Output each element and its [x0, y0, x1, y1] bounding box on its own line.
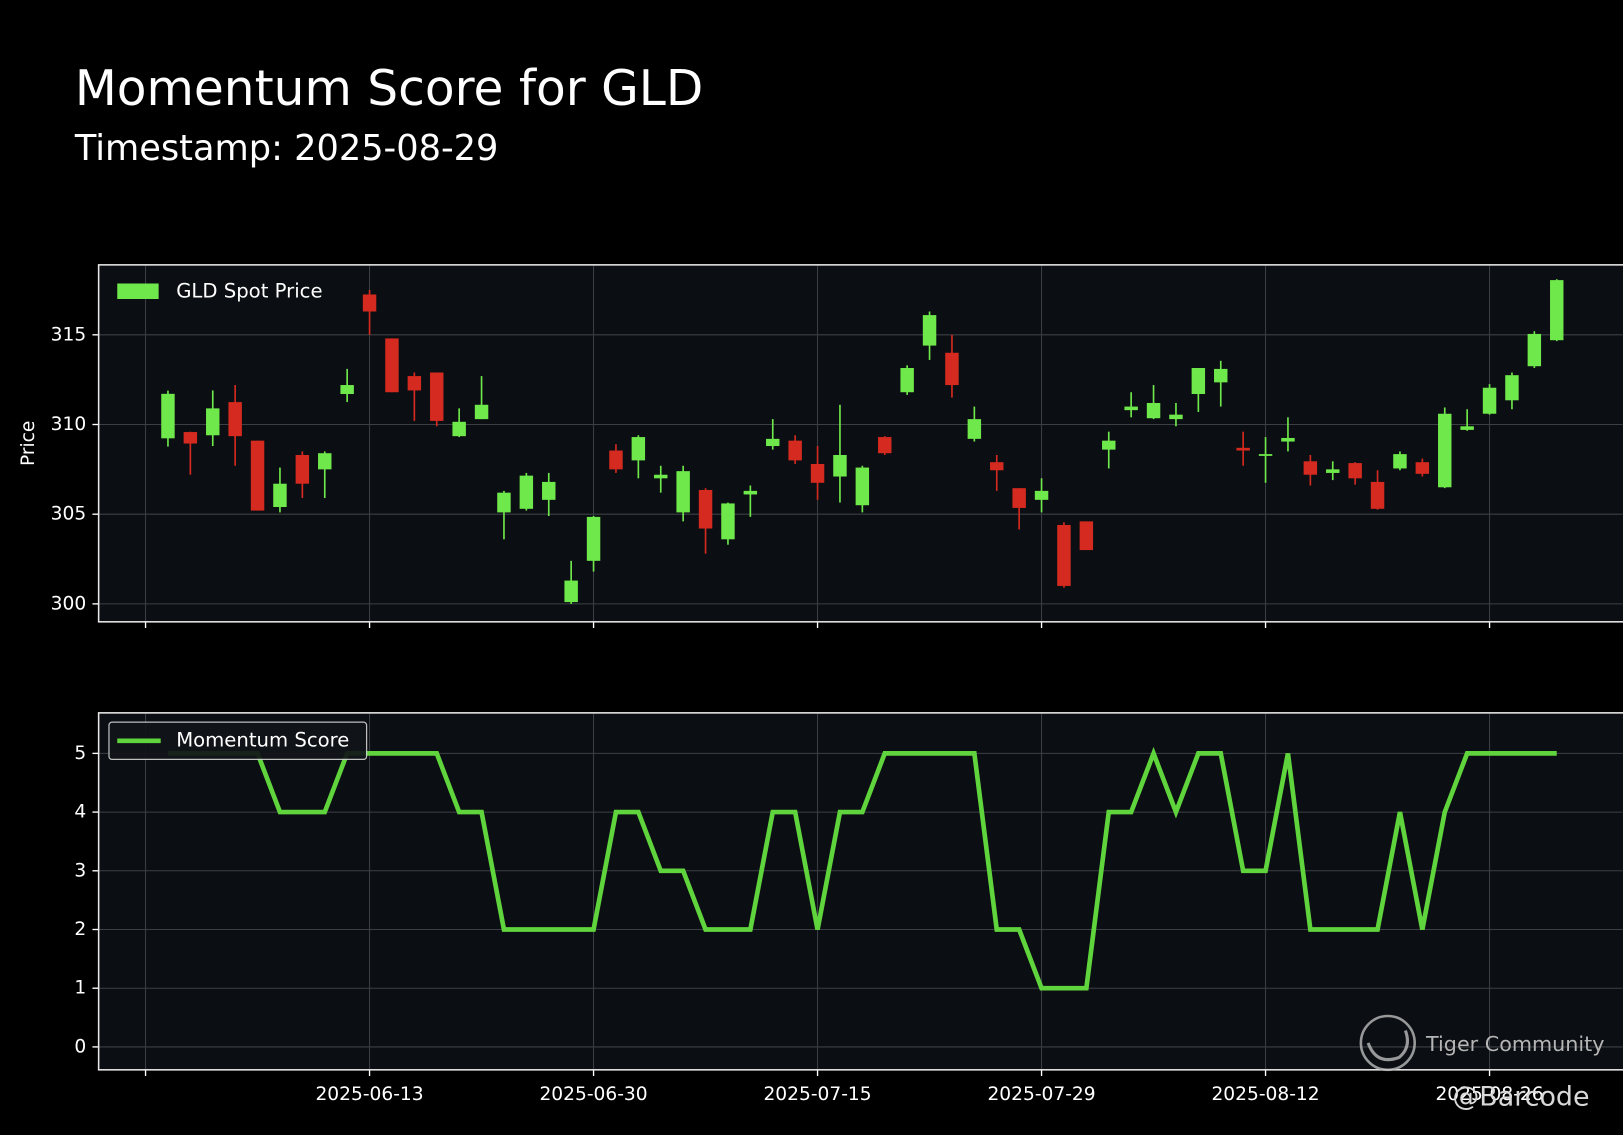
candle-body — [1079, 521, 1094, 551]
candle-body — [1482, 387, 1497, 414]
candle-body — [564, 580, 578, 603]
candle-body — [474, 404, 489, 420]
candle-body — [183, 432, 198, 444]
candle-body — [1415, 462, 1430, 474]
y-tick-label: 310 — [51, 414, 87, 435]
y-axis-label: Price — [18, 421, 39, 466]
candle-body — [273, 483, 287, 508]
line-series — [167, 746, 1557, 991]
y-tick-label: 5 — [74, 743, 86, 764]
watermark-logo — [1359, 1014, 1416, 1072]
candle-body — [250, 440, 265, 511]
candle-body — [1258, 454, 1273, 456]
candle-body — [878, 437, 892, 454]
candle-body — [900, 368, 914, 393]
x-tick-label: 2025-08-26 — [1435, 1084, 1543, 1105]
legend-label: GLD Spot Price — [176, 279, 322, 302]
plot-area — [98, 264, 1623, 622]
candle-body — [609, 450, 623, 470]
candle-body — [833, 455, 847, 477]
candle-body — [1281, 437, 1295, 442]
y-tick-label: 4 — [74, 802, 86, 823]
y-tick-label: 1 — [74, 978, 86, 999]
candle-body — [788, 440, 802, 461]
candle-body — [1057, 524, 1071, 586]
credit-text: @Barcode — [1452, 1081, 1589, 1112]
candle-body — [1102, 440, 1116, 450]
candle-body — [1169, 414, 1183, 420]
page-title: Momentum Score for GLD — [75, 61, 703, 117]
candle-body — [1214, 368, 1228, 383]
candle-body — [407, 376, 422, 391]
y-tick-label: 0 — [74, 1036, 86, 1057]
candle-body — [1460, 426, 1474, 430]
x-tick-label: 2025-07-29 — [987, 1084, 1095, 1105]
candle-body — [1348, 463, 1362, 479]
x-tick-label: 2025-06-30 — [539, 1084, 647, 1105]
candle-body — [1146, 402, 1161, 419]
y-tick-label: 315 — [51, 324, 87, 345]
y-tick-label: 2 — [74, 919, 86, 940]
y-tick-label: 3 — [74, 860, 86, 881]
candle-body — [1012, 488, 1026, 508]
candle-body — [586, 516, 601, 561]
candle-body — [430, 372, 444, 421]
candle-body — [161, 393, 175, 439]
candle-body — [766, 438, 780, 447]
candle-body — [542, 481, 556, 500]
legend-box — [108, 721, 368, 761]
candle-body — [1303, 461, 1318, 475]
candle-body — [362, 294, 377, 312]
candle-body — [1370, 481, 1385, 509]
candle-body — [1527, 333, 1542, 367]
candle-body — [1191, 368, 1206, 395]
plot-frame — [97, 264, 1623, 623]
candle-body — [206, 408, 220, 436]
candle-body — [1124, 406, 1138, 411]
candle-body — [452, 421, 466, 437]
candle-body — [810, 463, 825, 483]
logo-circle — [1359, 1014, 1416, 1072]
candle-body — [1326, 469, 1340, 473]
x-tick-label: 2025-08-12 — [1211, 1084, 1319, 1105]
candle-body — [698, 489, 713, 529]
candle-body — [945, 352, 959, 386]
plot-frame — [97, 712, 1623, 1071]
candle-body — [1236, 447, 1250, 451]
plot-area — [98, 712, 1623, 1070]
candle-body — [1438, 413, 1452, 488]
candle-body — [1034, 490, 1049, 500]
candle-body — [990, 462, 1004, 471]
candle-body — [1550, 280, 1564, 341]
y-tick-label: 300 — [51, 593, 87, 614]
candle-body — [385, 338, 399, 393]
y-tick-label: 305 — [51, 504, 87, 525]
candle-body — [967, 419, 982, 439]
x-tick-label: 2025-06-13 — [315, 1084, 423, 1105]
candle-body — [922, 315, 937, 346]
candle-body — [855, 467, 870, 506]
legend-swatch — [117, 283, 159, 300]
logo-mark — [1366, 1029, 1409, 1062]
candle-body — [318, 453, 332, 470]
candle-body — [228, 402, 242, 437]
watermark-text: Tiger Community — [1425, 1032, 1604, 1056]
candle-body — [519, 475, 534, 509]
legend-label: Momentum Score — [176, 728, 349, 751]
page-subtitle: Timestamp: 2025-08-29 — [74, 128, 499, 169]
candle-body — [340, 385, 354, 395]
x-tick-label: 2025-07-15 — [763, 1084, 871, 1105]
candle-body — [1393, 454, 1407, 469]
candle-body — [631, 437, 646, 461]
candle-body — [721, 503, 735, 540]
candle-body — [743, 490, 758, 495]
candle-body — [1505, 375, 1519, 401]
candle-body — [676, 471, 690, 513]
candle-body — [654, 474, 668, 479]
candle-body — [497, 492, 511, 513]
candle-body — [295, 455, 310, 484]
